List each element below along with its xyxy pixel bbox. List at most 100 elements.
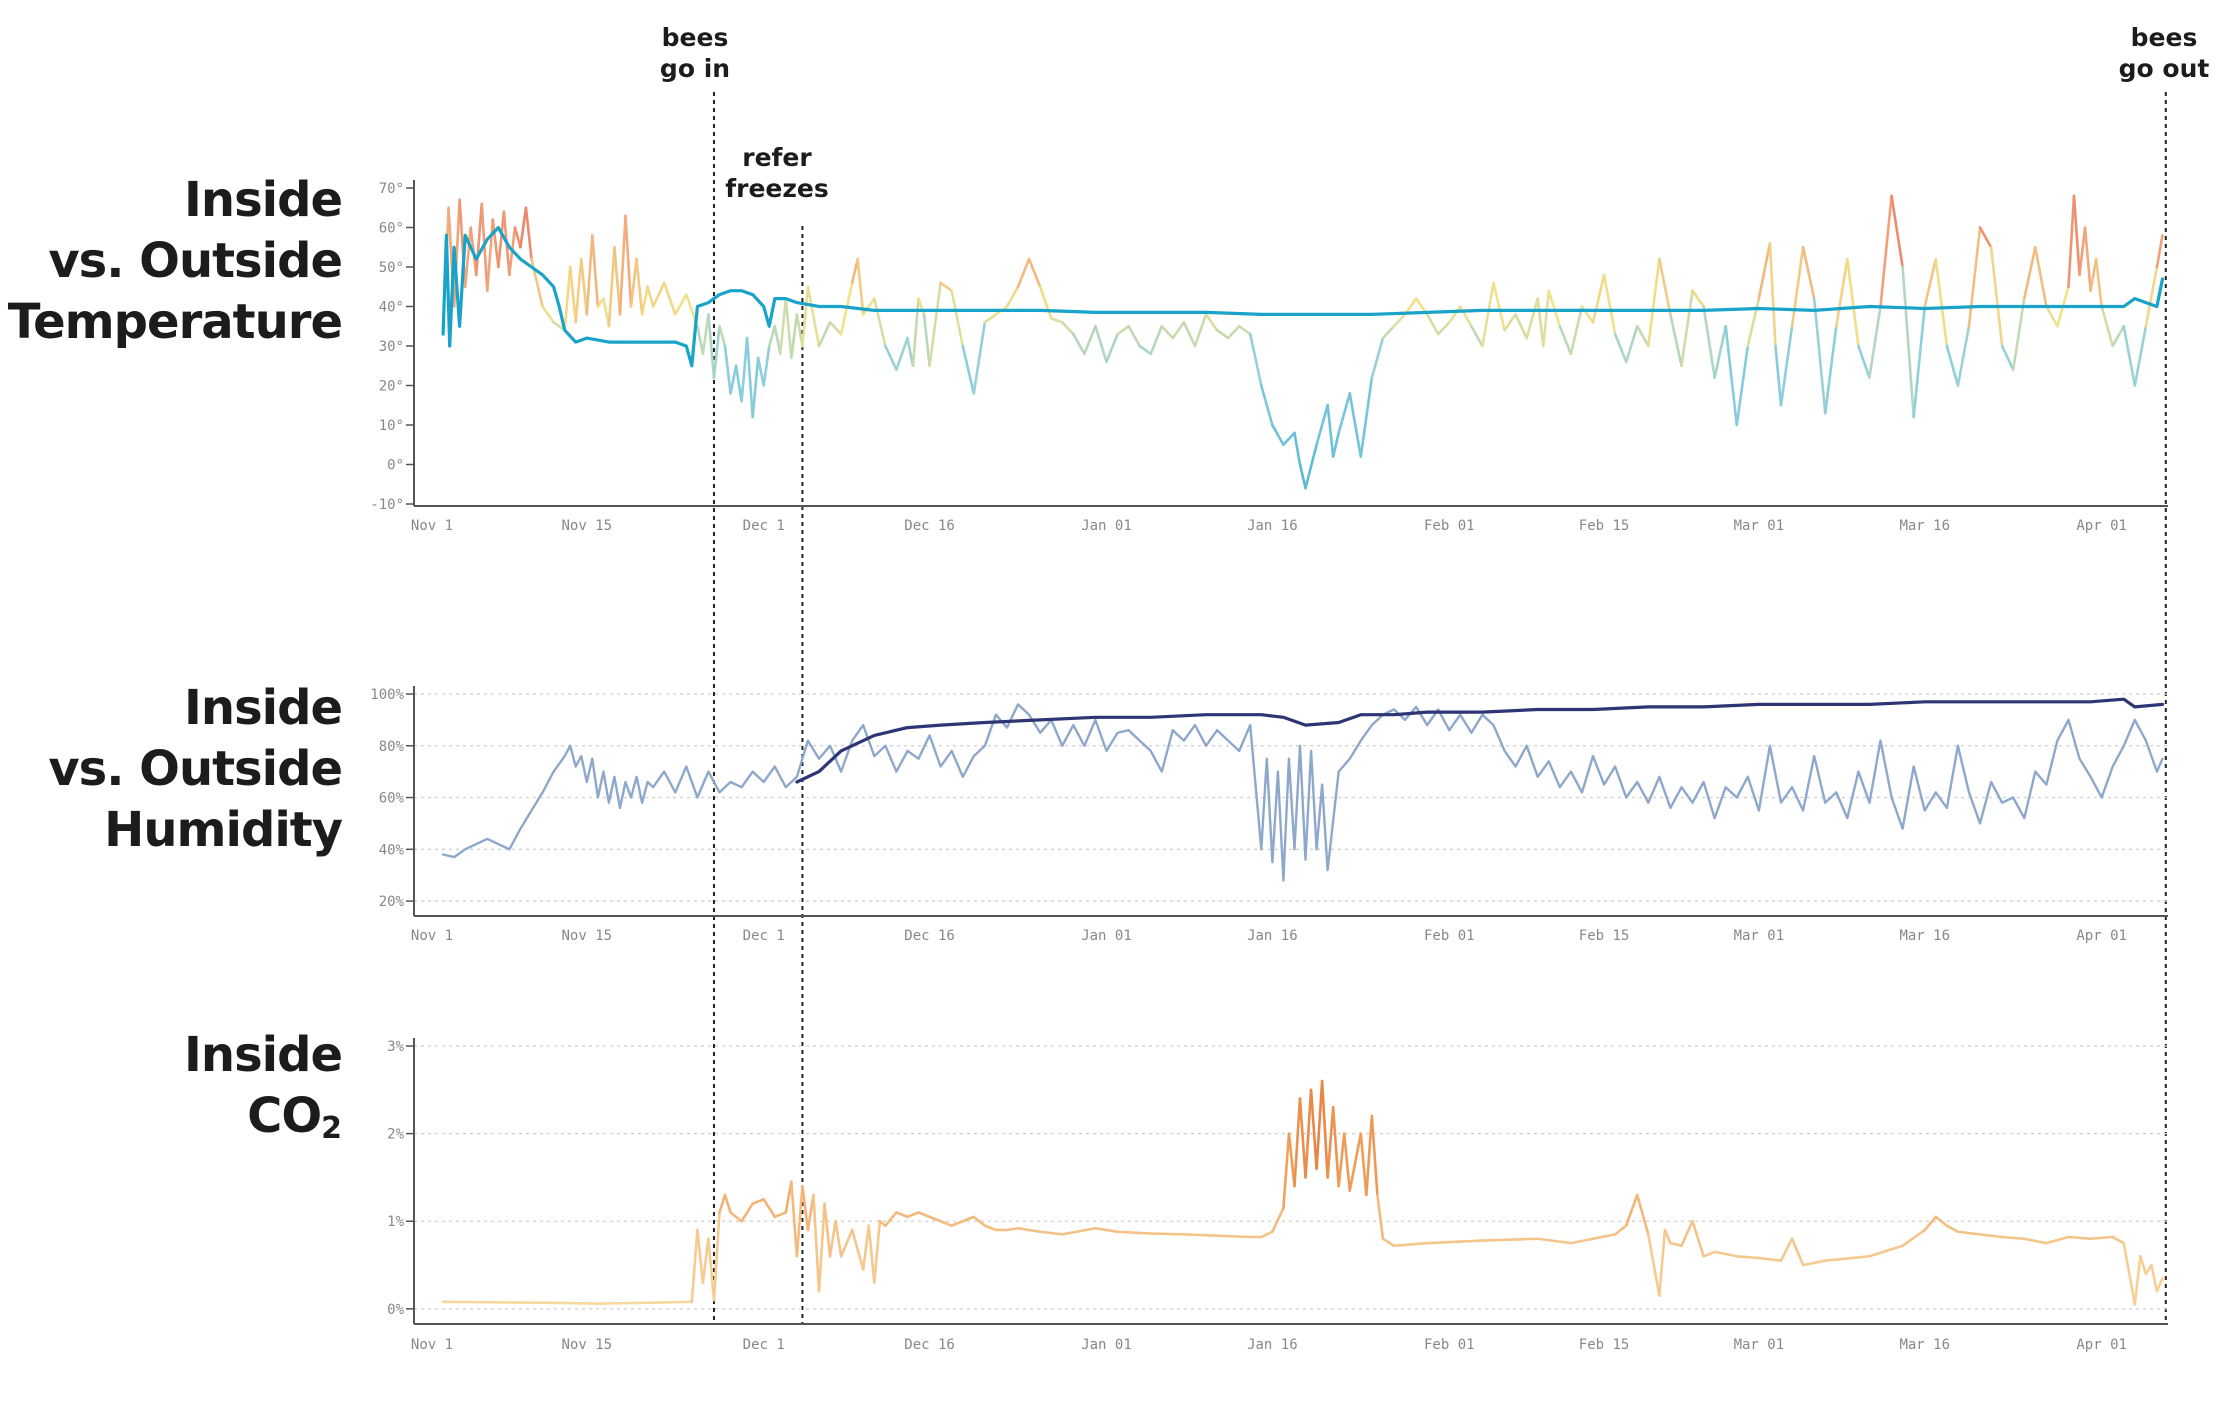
series-segment — [1304, 1088, 1313, 1179]
y-tick-label: 80% — [379, 739, 405, 755]
x-tick-label: Apr 01 — [2076, 1337, 2127, 1353]
series-segment — [513, 226, 522, 249]
series-segment — [1945, 344, 1960, 387]
series-segment — [1320, 1079, 1329, 1179]
series-segment — [1016, 1226, 1042, 1234]
x-tick-label: Feb 15 — [1579, 518, 1630, 534]
x-tick-label: Dec 16 — [904, 1337, 955, 1353]
series-segment — [1613, 1224, 1628, 1236]
series-segment — [1436, 320, 1451, 336]
x-tick-label: Nov 15 — [562, 928, 613, 944]
co2-title-line2: CO2 — [184, 1086, 342, 1159]
series-segment — [1160, 324, 1175, 340]
series-segment — [939, 1219, 953, 1227]
series-segment — [541, 1301, 600, 1305]
co2-title: Inside CO2 — [184, 1025, 343, 1159]
series-segment — [1116, 1230, 1153, 1235]
series-segment — [1425, 313, 1440, 336]
series-segment — [1713, 1250, 1739, 1258]
series-segment — [823, 1202, 832, 1258]
series-segment — [729, 364, 738, 395]
series-segment — [1602, 273, 1617, 336]
series-segment — [2067, 1235, 2092, 1241]
x-tick-label: Apr 01 — [2076, 928, 2127, 944]
series-segment — [1923, 1215, 1938, 1232]
annotation-bees-go-in-line2: go in — [659, 54, 731, 83]
series-segment — [2122, 324, 2137, 387]
series-segment — [1127, 324, 1141, 348]
humidity-chart: 20% 40% 60% 80% 100% Nov 1 Nov 15 Dec 1 Dec 16 Ja… — [370, 686, 2168, 944]
series-segment — [1591, 1233, 1617, 1241]
series-segment — [2094, 257, 2103, 308]
series-segment — [1287, 1132, 1296, 1188]
series-segment — [922, 313, 931, 368]
series-segment — [696, 1228, 705, 1284]
x-tick-label: Nov 15 — [562, 518, 613, 534]
series-segment — [1901, 1228, 1927, 1248]
series-segment — [1425, 1239, 1484, 1245]
series-segment — [519, 206, 528, 249]
y-tick-label: 0° — [387, 458, 404, 474]
series-segment — [701, 313, 710, 356]
humidity-title: Inside vs. Outside Humidity — [48, 678, 343, 861]
series-segment — [497, 210, 506, 269]
series-segment — [734, 364, 743, 403]
y-tick-label: 20° — [379, 379, 404, 395]
series-segment — [1293, 431, 1302, 466]
series-segment — [983, 313, 998, 324]
series-segment — [928, 1215, 942, 1223]
series-segment — [1514, 313, 1528, 340]
series-segment — [1182, 320, 1197, 348]
co2-chart: 0% 1% 2% 3% Nov 1 Nov 15 Dec 1 Dec 16 Jan 01 Jan … — [387, 1038, 2168, 1353]
series-segment — [701, 1237, 710, 1284]
series-segment — [1735, 1254, 1761, 1260]
series-segment — [1790, 245, 1805, 328]
series-segment — [1326, 1106, 1335, 1179]
series-segment — [1298, 1097, 1307, 1179]
series-segment — [1331, 1106, 1341, 1188]
series-segment — [563, 265, 572, 332]
series-segment — [491, 218, 500, 269]
series-segment — [1591, 273, 1606, 324]
series-segment — [1348, 392, 1363, 458]
series-segment — [1138, 344, 1153, 356]
series-segment — [1226, 324, 1241, 340]
x-tick-label: Mar 01 — [1734, 518, 1785, 534]
series-segment — [1613, 332, 1628, 364]
series-segment — [1315, 1079, 1324, 1170]
series-segment — [1094, 1226, 1119, 1234]
series-segment — [718, 324, 727, 348]
x-tick-label: Feb 01 — [1424, 928, 1475, 944]
series-segment — [1934, 1215, 1949, 1227]
series-segment — [1204, 313, 1219, 332]
x-tick-label: Dec 16 — [904, 928, 955, 944]
series-segment — [850, 1228, 865, 1271]
series-segment — [1669, 313, 1683, 368]
series-segment — [1541, 289, 1551, 348]
y-tick-label: 30° — [379, 339, 404, 355]
series-segment — [1038, 285, 1053, 320]
series-segment — [961, 344, 976, 395]
series-segment — [839, 1228, 854, 1258]
y-tick-label: 0% — [387, 1302, 404, 1318]
series-segment — [646, 285, 655, 308]
series-segment — [1857, 344, 1871, 379]
series-segment — [828, 320, 843, 336]
series-segment — [1945, 1224, 1960, 1234]
x-tick-label: Jan 01 — [1081, 1337, 1132, 1353]
series-segment — [1182, 1233, 1208, 1237]
series-segment — [1978, 1233, 2004, 1239]
series-segment — [1365, 1114, 1374, 1197]
series-segment — [740, 336, 749, 403]
y-tick-label: 40% — [379, 842, 405, 858]
series-segment — [635, 257, 644, 316]
series-segment — [729, 1211, 743, 1223]
series-segment — [1016, 257, 1031, 289]
x-tick-label: Dec 1 — [743, 518, 785, 534]
series-segment — [1713, 324, 1728, 379]
series-segment — [718, 1193, 727, 1214]
series-segment — [767, 324, 777, 348]
series-segment — [861, 297, 876, 316]
x-tick-label: Nov 1 — [411, 1337, 453, 1353]
event-markers — [712, 92, 2167, 1325]
